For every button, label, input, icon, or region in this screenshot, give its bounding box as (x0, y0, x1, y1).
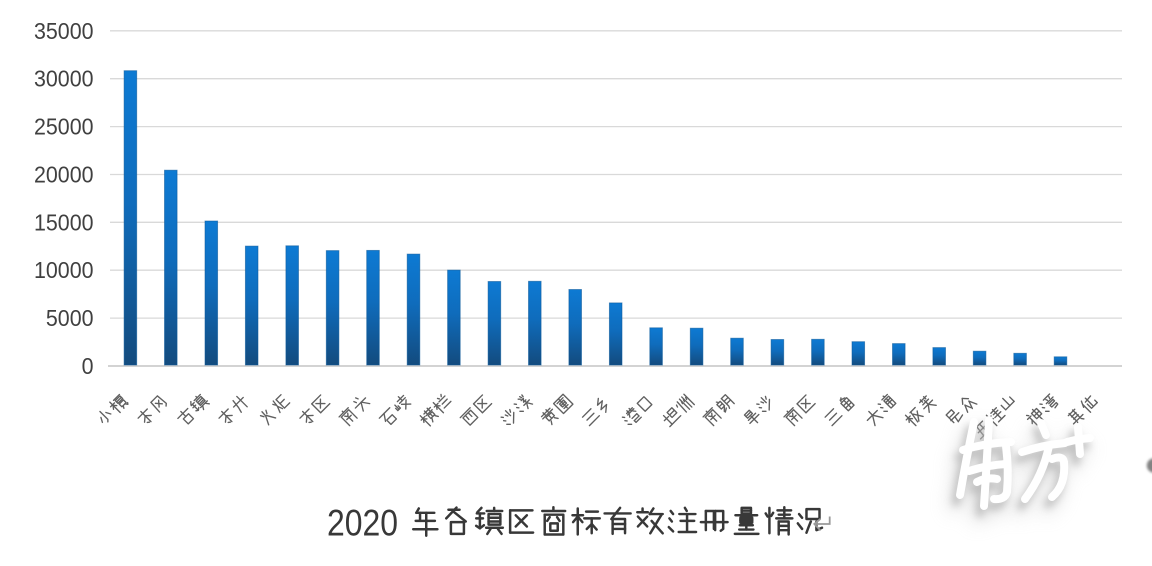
svg-text:0: 0 (82, 353, 94, 379)
svg-text:5000: 5000 (46, 305, 94, 331)
svg-text:25000: 25000 (34, 114, 94, 140)
svg-text:20000: 20000 (34, 162, 94, 188)
svg-text:10000: 10000 (34, 257, 94, 283)
svg-text:30000: 30000 (34, 66, 94, 92)
svg-text:35000: 35000 (34, 18, 94, 44)
svg-text:15000: 15000 (34, 209, 94, 235)
svg-text:2020: 2020 (327, 503, 398, 544)
